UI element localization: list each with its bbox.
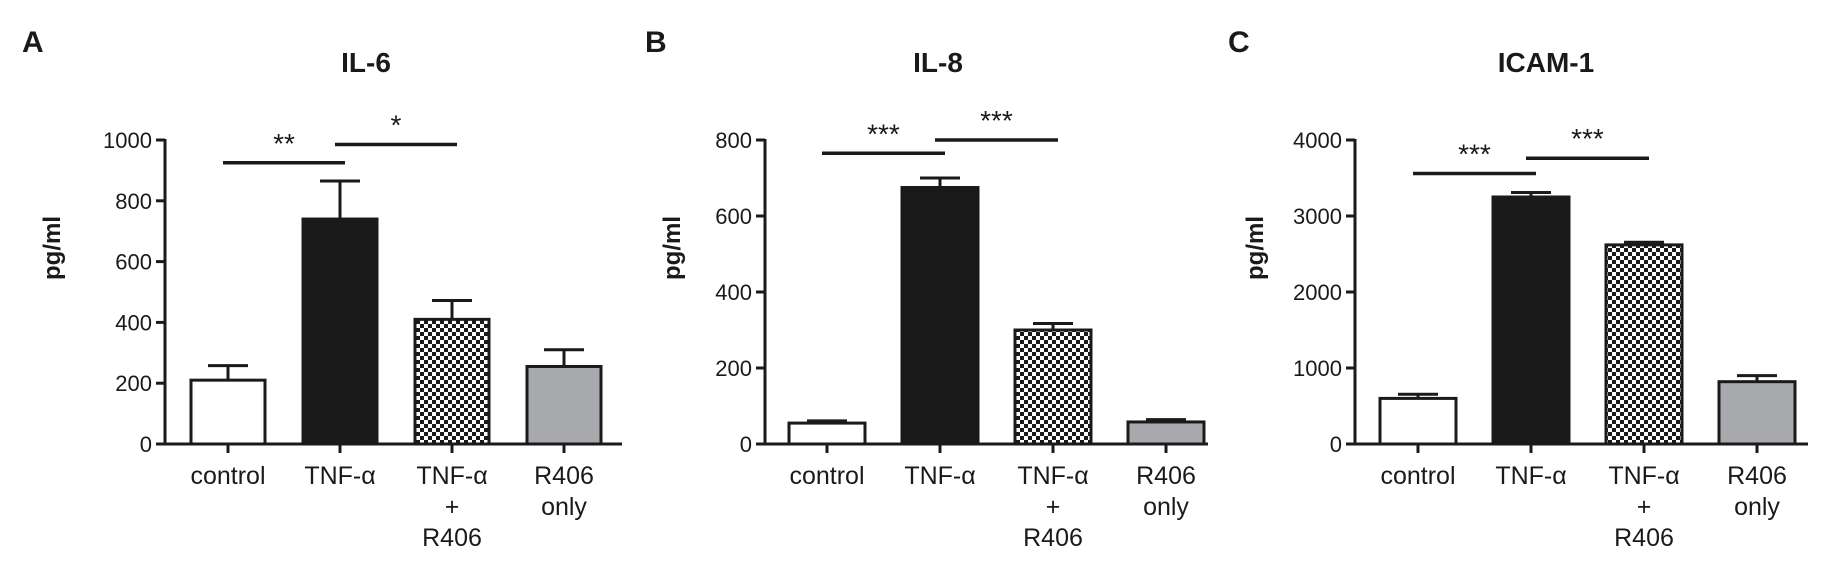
y-tick-label: 0 [740, 432, 752, 457]
y-axis-label-a: pg/ml [39, 216, 66, 280]
y-tick-label: 800 [715, 128, 752, 153]
y-tick-label: 600 [115, 250, 152, 275]
panel-letter-b: B [645, 26, 667, 59]
x-category-label: R406 [1727, 462, 1787, 490]
x-category-label: only [541, 493, 587, 521]
bar [1013, 328, 1093, 446]
panel-b: B IL-8 pg/ml 0 200 400 600 800 control TNF-α TN… [645, 26, 1208, 552]
significance-label: *** [980, 105, 1013, 136]
x-category-label: + [1637, 493, 1652, 521]
significance-label: *** [867, 118, 900, 149]
y-tick-label: 400 [715, 280, 752, 305]
plot-area-a: 0 200 400 600 800 1000 control TNF-α TNF-α + R406 R… [103, 110, 622, 552]
x-category-label: + [1046, 493, 1061, 521]
y-tick-label: 1000 [103, 128, 152, 153]
x-category-label: TNF-α [1017, 462, 1088, 490]
x-category-label: R406 [1614, 524, 1674, 552]
bar [1126, 420, 1206, 446]
bar [1604, 243, 1684, 446]
x-category-label: R406 [534, 462, 594, 490]
x-category-label: R406 [1136, 462, 1196, 490]
y-axis-label-b: pg/ml [659, 216, 686, 280]
x-category-label: R406 [1023, 524, 1083, 552]
y-axis-label-c: pg/ml [1242, 216, 1269, 280]
bar [189, 378, 267, 446]
panel-letter-c: C [1228, 26, 1250, 59]
x-category-label: only [1734, 493, 1780, 521]
bar [900, 186, 980, 446]
x-category-label: TNF-α [1608, 462, 1679, 490]
x-category-label: TNF-α [1495, 462, 1566, 490]
x-category-label: control [789, 462, 864, 490]
significance-label: *** [1458, 138, 1491, 169]
y-tick-label: 400 [115, 310, 152, 335]
y-tick-label: 3000 [1293, 204, 1342, 229]
x-category-label: TNF-α [416, 462, 487, 490]
chart-title-icam1: ICAM-1 [1498, 47, 1594, 78]
panel-a: A IL-6 pg/ml 0 200 400 600 800 1000 control TNF… [22, 26, 622, 552]
panel-letter-a: A [22, 26, 44, 59]
bar [301, 217, 379, 446]
y-tick-label: 1000 [1293, 356, 1342, 381]
bar [1491, 195, 1571, 446]
x-category-label: only [1143, 493, 1189, 521]
significance-label: * [391, 110, 402, 141]
panel-c: C ICAM-1 pg/ml 0 1000 2000 3000 4000 control T… [1228, 26, 1808, 552]
x-category-label: R406 [422, 524, 482, 552]
bar [413, 317, 491, 446]
y-tick-label: 2000 [1293, 280, 1342, 305]
bar [1378, 396, 1458, 446]
x-category-label: control [1380, 462, 1455, 490]
x-category-label: control [190, 462, 265, 490]
y-tick-label: 4000 [1293, 128, 1342, 153]
x-category-label: TNF-α [304, 462, 375, 490]
x-category-label: TNF-α [904, 462, 975, 490]
plot-area-b: 0 200 400 600 800 control TNF-α TNF-α + R406 R406 o… [715, 105, 1208, 552]
bar [787, 421, 867, 446]
y-tick-label: 0 [1330, 432, 1342, 457]
bar [1717, 380, 1797, 446]
bar [525, 364, 603, 446]
y-tick-label: 200 [115, 371, 152, 396]
x-category-label: + [445, 493, 460, 521]
y-tick-label: 0 [140, 432, 152, 457]
chart-title-il6: IL-6 [341, 47, 391, 78]
significance-label: ** [273, 128, 295, 159]
y-tick-label: 800 [115, 189, 152, 214]
y-tick-label: 600 [715, 204, 752, 229]
chart-title-il8: IL-8 [913, 47, 963, 78]
plot-area-c: 0 1000 2000 3000 4000 control TNF-α TNF-α + R406 R… [1293, 123, 1808, 552]
y-tick-label: 200 [715, 356, 752, 381]
significance-label: *** [1571, 123, 1604, 154]
